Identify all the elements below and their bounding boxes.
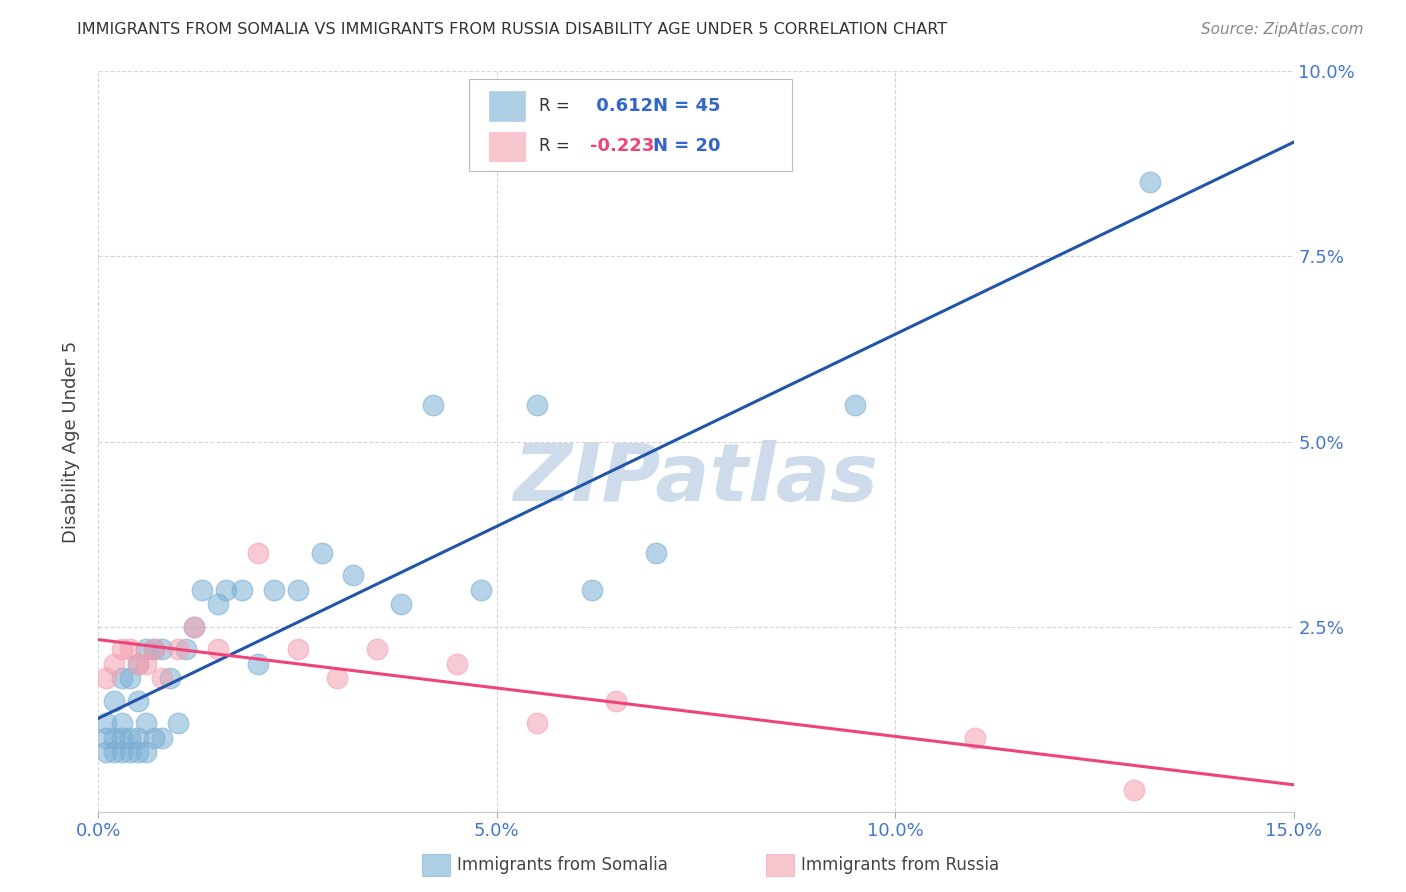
Point — [120, 641, 142, 656]
Point — [389, 598, 412, 612]
Text: -0.223: -0.223 — [589, 137, 654, 155]
Point — [143, 641, 166, 656]
Point — [135, 641, 157, 656]
Point — [191, 582, 214, 597]
Point — [326, 672, 349, 686]
Point — [120, 672, 142, 686]
Point — [183, 619, 205, 633]
Text: N = 20: N = 20 — [652, 137, 720, 155]
Point — [263, 582, 285, 597]
Point — [143, 731, 166, 745]
Text: Immigrants from Russia: Immigrants from Russia — [801, 856, 1000, 874]
Point — [111, 746, 134, 760]
Point — [526, 398, 548, 412]
Text: IMMIGRANTS FROM SOMALIA VS IMMIGRANTS FROM RUSSIA DISABILITY AGE UNDER 5 CORRELA: IMMIGRANTS FROM SOMALIA VS IMMIGRANTS FR… — [77, 22, 948, 37]
Bar — [489, 131, 524, 161]
Point — [96, 731, 118, 745]
Text: N = 45: N = 45 — [652, 97, 720, 115]
Point — [1123, 782, 1146, 797]
Y-axis label: Disability Age Under 5: Disability Age Under 5 — [62, 341, 80, 542]
Point — [135, 746, 157, 760]
Point — [120, 731, 142, 745]
Point — [150, 641, 173, 656]
Point — [366, 641, 388, 656]
Point — [167, 641, 190, 656]
Point — [174, 641, 197, 656]
Text: R =: R = — [540, 137, 575, 155]
Point — [207, 598, 229, 612]
Point — [183, 619, 205, 633]
Point — [159, 672, 181, 686]
Point — [150, 672, 173, 686]
Point — [111, 672, 134, 686]
Point — [103, 694, 125, 708]
Point — [215, 582, 238, 597]
Point — [246, 545, 269, 560]
Point — [111, 641, 134, 656]
Text: R =: R = — [540, 97, 575, 115]
Point — [135, 715, 157, 730]
Point — [127, 746, 149, 760]
Point — [207, 641, 229, 656]
Point — [127, 731, 149, 745]
Point — [127, 694, 149, 708]
Point — [120, 746, 142, 760]
Point — [470, 582, 492, 597]
Point — [963, 731, 986, 745]
Point — [581, 582, 603, 597]
Point — [1139, 175, 1161, 190]
Point — [287, 582, 309, 597]
Point — [645, 545, 668, 560]
Point — [844, 398, 866, 412]
Point — [135, 657, 157, 671]
Point — [422, 398, 444, 412]
Point — [127, 657, 149, 671]
Point — [167, 715, 190, 730]
Bar — [489, 92, 524, 121]
Point — [231, 582, 253, 597]
FancyBboxPatch shape — [470, 78, 792, 171]
Point — [143, 641, 166, 656]
Text: Source: ZipAtlas.com: Source: ZipAtlas.com — [1201, 22, 1364, 37]
Point — [605, 694, 627, 708]
Point — [111, 715, 134, 730]
Point — [103, 657, 125, 671]
Point — [246, 657, 269, 671]
Point — [311, 545, 333, 560]
Point — [111, 731, 134, 745]
Point — [96, 746, 118, 760]
Point — [96, 715, 118, 730]
Point — [342, 567, 364, 582]
Text: Immigrants from Somalia: Immigrants from Somalia — [457, 856, 668, 874]
Point — [446, 657, 468, 671]
Text: 0.612: 0.612 — [589, 97, 652, 115]
Point — [103, 746, 125, 760]
Point — [287, 641, 309, 656]
Text: ZIPatlas: ZIPatlas — [513, 440, 879, 517]
Point — [96, 672, 118, 686]
Point — [150, 731, 173, 745]
Point — [526, 715, 548, 730]
Point — [103, 731, 125, 745]
Point — [127, 657, 149, 671]
